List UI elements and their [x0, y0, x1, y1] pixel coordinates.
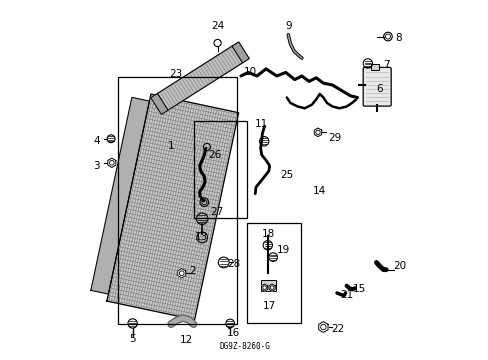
Text: 9: 9	[285, 21, 291, 31]
Polygon shape	[318, 321, 327, 332]
Text: 6: 6	[376, 84, 383, 94]
Text: 21: 21	[340, 291, 353, 301]
Text: 20: 20	[392, 261, 405, 271]
FancyBboxPatch shape	[363, 67, 390, 106]
Text: 8: 8	[395, 33, 401, 43]
Polygon shape	[232, 42, 249, 63]
Text: 13: 13	[194, 232, 208, 242]
Bar	[118, 77, 236, 324]
Bar	[194, 121, 247, 218]
Polygon shape	[91, 98, 149, 294]
Bar	[247, 223, 301, 323]
Polygon shape	[314, 128, 321, 136]
Polygon shape	[157, 46, 242, 110]
Text: 10: 10	[243, 67, 256, 77]
Text: 2: 2	[189, 266, 195, 276]
Text: 15: 15	[352, 284, 365, 294]
Polygon shape	[261, 284, 267, 291]
Text: 3: 3	[93, 161, 100, 171]
Text: 12: 12	[180, 334, 193, 345]
Text: 28: 28	[226, 259, 240, 269]
Text: 1: 1	[167, 141, 174, 151]
Text: 29: 29	[327, 133, 341, 143]
Text: 11: 11	[255, 120, 268, 129]
Polygon shape	[107, 94, 238, 320]
Text: 4: 4	[93, 136, 100, 145]
Polygon shape	[150, 94, 168, 114]
Text: 26: 26	[207, 150, 221, 160]
Text: DG9Z-8260-G: DG9Z-8260-G	[219, 342, 269, 351]
Polygon shape	[177, 269, 185, 278]
Text: 18: 18	[262, 229, 275, 239]
Text: 7: 7	[382, 60, 388, 70]
Text: 25: 25	[280, 170, 293, 180]
Text: 27: 27	[209, 207, 223, 217]
Text: 24: 24	[210, 21, 224, 31]
Text: 17: 17	[263, 301, 276, 311]
Text: 5: 5	[129, 333, 136, 343]
Polygon shape	[268, 284, 275, 291]
Text: 23: 23	[169, 69, 183, 79]
Polygon shape	[107, 158, 116, 167]
Text: 14: 14	[312, 186, 326, 196]
Bar	[370, 64, 378, 69]
Text: 19: 19	[276, 245, 289, 255]
Text: 22: 22	[330, 324, 344, 334]
Bar	[260, 280, 275, 291]
Text: 16: 16	[226, 328, 239, 338]
